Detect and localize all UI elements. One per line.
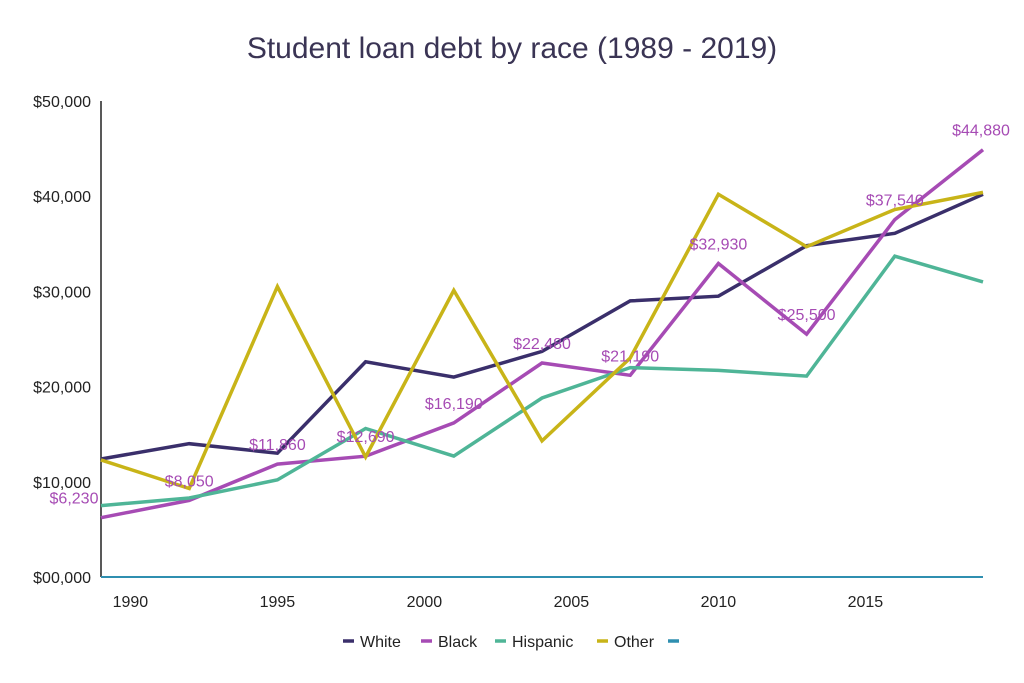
chart-title: Student loan debt by race (1989 - 2019) <box>246 32 778 65</box>
legend-label: White <box>360 634 401 651</box>
y-tick-label: $10,000 <box>33 475 91 492</box>
y-tick-label: $00,000 <box>33 570 91 587</box>
data-label: $37,540 <box>866 193 924 210</box>
legend-label: Hispanic <box>512 634 573 651</box>
x-tick-label: 1995 <box>260 594 296 611</box>
series-line-white <box>100 192 984 461</box>
x-tick-label: 2015 <box>848 594 884 611</box>
data-label: $21,190 <box>601 348 659 365</box>
x-tick-label: 1990 <box>113 594 149 611</box>
data-label: $32,930 <box>689 237 747 254</box>
data-label: $12,690 <box>337 429 395 446</box>
x-tick-label: 2000 <box>407 594 443 611</box>
legend-label: Black <box>438 634 478 651</box>
legend-label: Other <box>614 634 655 651</box>
x-tick-label: 2010 <box>701 594 737 611</box>
x-tick-label: 2005 <box>554 594 590 611</box>
series-line-hispanic <box>100 254 984 508</box>
data-label: $44,880 <box>952 123 1010 140</box>
y-tick-label: $30,000 <box>33 284 91 301</box>
series-line-black <box>100 148 985 520</box>
data-label: $16,190 <box>425 396 483 413</box>
data-label: $8,050 <box>165 473 214 490</box>
y-tick-label: $40,000 <box>33 189 91 206</box>
data-label: $11,860 <box>249 437 306 454</box>
data-label: $6,230 <box>50 491 99 508</box>
y-tick-label: $50,000 <box>33 94 91 111</box>
y-tick-label: $20,000 <box>33 380 91 397</box>
data-label: $22,480 <box>513 336 571 353</box>
series-line-other <box>100 190 984 491</box>
data-label: $25,500 <box>778 307 836 324</box>
